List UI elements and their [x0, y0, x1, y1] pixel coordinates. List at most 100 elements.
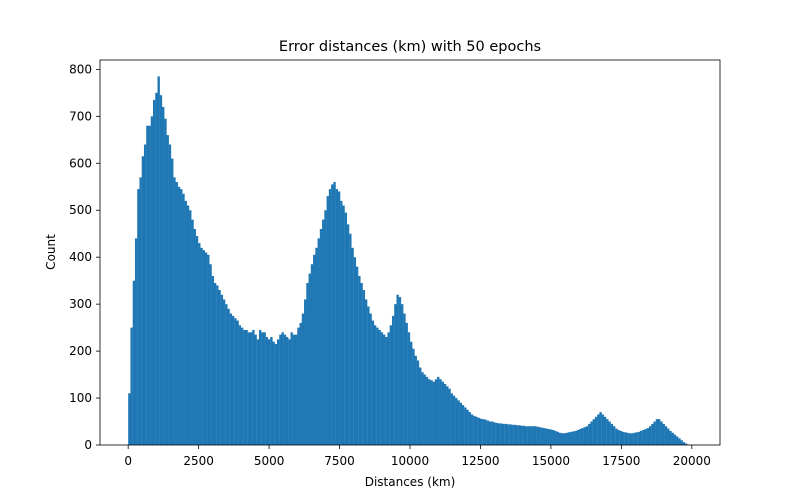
histogram-bar: [362, 290, 366, 445]
histogram-bar: [572, 431, 575, 445]
y-tick-label: 400: [69, 250, 92, 264]
histogram-bar: [207, 254, 210, 445]
y-tick-label: 600: [69, 156, 92, 170]
y-tick-label: 200: [69, 344, 92, 358]
histogram-bar: [256, 339, 260, 445]
histogram-bar: [639, 430, 643, 445]
histogram-bar: [470, 414, 474, 445]
histogram-bar: [360, 283, 363, 445]
histogram-bar: [301, 313, 305, 445]
histogram-bar: [671, 432, 674, 445]
histogram-bar: [500, 423, 503, 445]
histogram-bar: [407, 332, 411, 445]
histogram-bar: [509, 424, 512, 445]
histogram-bar: [128, 393, 131, 445]
histogram-bar: [642, 429, 645, 445]
y-tick-label: 100: [69, 391, 92, 405]
histogram-bar: [459, 402, 462, 445]
histogram-bar: [292, 334, 296, 445]
histogram-bar: [437, 376, 440, 445]
histogram-bar: [168, 144, 172, 445]
histogram-bar: [279, 334, 282, 445]
histogram-bar: [152, 99, 156, 445]
histogram-bar: [464, 407, 467, 445]
histogram-bar: [621, 431, 625, 445]
histogram-bar: [518, 425, 521, 445]
histogram-bar: [608, 421, 611, 445]
histogram-bar: [567, 432, 571, 445]
histogram-bar: [200, 247, 203, 445]
histogram-bar: [511, 424, 514, 445]
histogram-bar: [563, 433, 566, 445]
histogram-bar: [504, 423, 508, 445]
histogram-bar: [177, 186, 181, 445]
histogram-bar: [612, 426, 616, 445]
x-axis-label: Distances (km): [365, 475, 456, 489]
histogram-bar: [403, 313, 406, 445]
histogram-bar: [254, 334, 257, 445]
histogram-bar: [531, 426, 535, 445]
histogram-bar: [166, 135, 169, 445]
histogram-bar: [468, 412, 472, 445]
histogram-bar: [534, 426, 537, 445]
histogram-bar: [479, 418, 483, 445]
histogram-bar: [396, 294, 399, 445]
histogram-bar: [150, 116, 154, 445]
histogram-bar: [175, 182, 178, 445]
histogram-bar: [527, 426, 530, 445]
histogram-bar: [574, 430, 577, 445]
histogram-bar: [380, 332, 384, 445]
histogram-bar: [189, 210, 192, 445]
y-tick-label: 800: [69, 62, 92, 76]
histogram-bar: [576, 429, 580, 445]
histogram-bar: [658, 419, 661, 445]
histogram-bar: [337, 191, 341, 445]
histogram-bar: [213, 283, 217, 445]
histogram-bar: [543, 428, 546, 445]
histogram-bar: [660, 421, 663, 445]
histogram-bar: [484, 419, 487, 445]
histogram-bar: [281, 332, 284, 445]
histogram-bar: [615, 428, 618, 445]
histogram-bar: [637, 431, 641, 445]
histogram-bar: [193, 229, 196, 445]
y-axis-ticks: 0 100 200 300 400 500 600 700 800: [69, 62, 100, 452]
x-tick-label: 15000: [532, 454, 570, 468]
histogram-bar: [326, 196, 329, 445]
histogram-bar: [220, 294, 224, 445]
histogram-bar: [547, 429, 550, 445]
histogram-bar: [382, 334, 386, 445]
histogram-bar: [389, 325, 393, 445]
histogram-bar: [184, 200, 187, 445]
histogram-bar: [324, 210, 327, 445]
histogram-bar: [588, 423, 591, 445]
histogram-bar: [653, 421, 656, 445]
histogram-bar: [346, 224, 350, 445]
histogram-bar: [252, 329, 255, 445]
histogram-bar: [182, 193, 185, 445]
histogram-bar: [238, 325, 242, 445]
histogram-bar: [597, 414, 600, 445]
histogram-bar: [633, 432, 636, 445]
histogram-bar: [274, 344, 278, 445]
x-tick-label: 5000: [254, 454, 285, 468]
histogram-bar: [355, 266, 359, 445]
histogram-bar: [288, 339, 291, 445]
bars-group: [128, 76, 690, 446]
histogram-bar: [270, 337, 273, 445]
histogram-bar: [626, 432, 629, 445]
histogram-bar: [290, 332, 293, 445]
histogram-bar: [579, 429, 582, 445]
histogram-bar: [635, 432, 638, 445]
histogram-bar: [141, 156, 145, 445]
histogram-bar: [204, 252, 208, 445]
histogram-bar: [630, 433, 634, 445]
y-tick-label: 300: [69, 297, 92, 311]
histogram-bar: [319, 229, 323, 445]
histogram-bar: [473, 415, 476, 445]
histogram-bar: [502, 423, 505, 445]
histogram-bar: [421, 372, 424, 445]
histogram-bar: [676, 436, 679, 445]
x-axis-ticks: 0 2500 5000 7500 10000 12500 15000 17500 20000: [124, 445, 711, 468]
histogram-bar: [191, 219, 194, 445]
